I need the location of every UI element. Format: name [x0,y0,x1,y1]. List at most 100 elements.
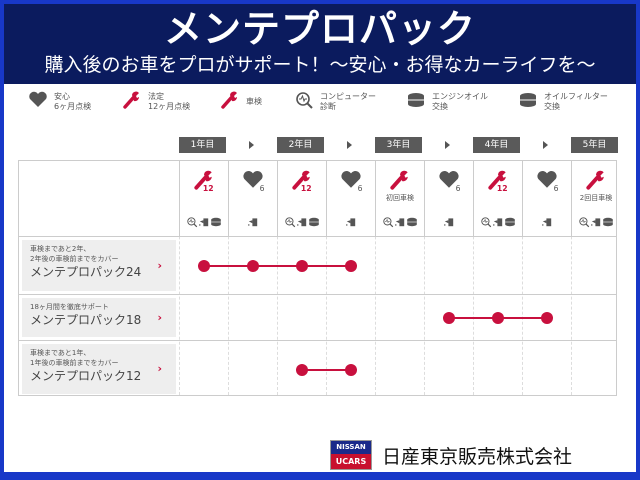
sub-icons [523,213,571,232]
svg-text:12: 12 [301,184,312,191]
oil-icon [394,213,406,232]
svg-text:6: 6 [456,184,460,191]
column-header: 12 [277,161,326,236]
year-label: 2年目 [277,137,324,153]
pack-row[interactable]: 車検まであと1年、 1年後の車検前までをカバー メンテプロパック12 › [19,340,616,397]
pack-row[interactable]: 車検まであと2年、 2年後の車検前までをカバー メンテプロパック24 › [19,236,616,294]
wrench-icon [220,90,240,113]
column-caption [180,193,228,205]
column-header: 2回目車検 [571,161,620,236]
wrench-12-icon: 12 [180,169,228,193]
legend-item: コンピューター 診断 [294,90,376,113]
coverage-dot [295,363,308,376]
company-name: 日産東京販売株式会社 [382,445,573,468]
chevron-right-icon[interactable]: › [157,310,162,324]
oil-icon [492,213,504,232]
legend-label: オイルフィルター 交換 [544,92,608,112]
coverage-line [301,368,351,371]
legend-line2: 12ヶ月点検 [148,101,191,111]
diagnosis-icon [480,213,492,232]
chevron-right-icon[interactable]: › [157,258,162,272]
legend-line1: コンピューター [320,91,376,101]
coverage-dot [491,312,504,324]
oil-icon [590,213,602,232]
column-header: 12 [179,161,228,236]
pack-label-button[interactable]: 車検まであと1年、 1年後の車検前までをカバー メンテプロパック12 › [22,344,176,394]
filter-icon [308,213,320,232]
wrench-12-icon: 12 [474,169,522,193]
legend-line1: 車検 [246,96,262,106]
header: メンテプロパック 購入後のお車をプロがサポート！～安心・お得なカーライフを～ [4,4,636,84]
svg-text:6: 6 [358,184,362,191]
svg-text:12: 12 [497,184,508,191]
legend-line2: 交換 [432,101,448,111]
column-header: 6 [228,161,277,236]
legend-line2: 診断 [320,101,336,111]
filter-icon [406,213,418,232]
coverage-dot [295,260,308,272]
legend-label: 法定 12ヶ月点検 [148,92,190,112]
column-divider [326,161,327,395]
pack-description: 車検まであと2年、 [30,245,91,253]
logo-top: NISSAN [331,441,371,454]
arrow-right-icon [249,141,254,149]
heart-6-icon: 6 [425,169,473,193]
filter-icon [602,213,614,232]
coverage-dot [344,260,357,272]
legend-line1: エンジンオイル [432,91,488,101]
coverage-line [203,265,351,267]
sub-icons [425,213,473,232]
year-label: 1年目 [179,137,226,153]
sub-icons [376,213,424,232]
pack-label-button[interactable]: 18ヶ月間を徹底サポート メンテプロパック18 › [22,298,176,337]
column-divider [522,161,523,395]
column-caption [229,193,277,205]
oil-icon [443,213,455,232]
legend-label: コンピューター 診断 [320,92,376,112]
coverage-dot [540,312,553,324]
legend-line1: オイルフィルター [544,91,608,101]
diagnosis-icon [382,213,394,232]
column-divider [424,161,425,395]
pack-name: メンテプロパック24 [30,265,142,279]
oil-icon [247,213,259,232]
sub-icons [180,213,228,232]
column-header: 12 [473,161,522,236]
heart-6-icon: 6 [523,169,571,193]
legend-label: エンジンオイル 交換 [432,92,488,112]
coverage-dot [197,260,210,272]
arrow-right-icon [543,141,548,149]
sub-icons [278,213,326,232]
coverage-dot [442,312,455,324]
engine-oil-icon [406,90,426,113]
chevron-right-icon[interactable]: › [157,362,162,375]
filter-icon [210,213,222,232]
pack-row[interactable]: 18ヶ月間を徹底サポート メンテプロパック18 › [19,294,616,340]
oil-icon [345,213,357,232]
page-subtitle: 購入後のお車をプロがサポート！～安心・お得なカーライフを～ [44,54,596,76]
legend-line2: 6ヶ月点検 [54,101,92,111]
year-label: 4年目 [473,137,520,153]
svg-text:6: 6 [554,184,558,191]
legend-item: 法定 12ヶ月点検 [122,90,190,113]
column-header: 6 [522,161,571,236]
svg-text:12: 12 [203,184,214,191]
column-caption [278,193,326,205]
pack-description: 18ヶ月間を徹底サポート [30,303,109,311]
oil-icon [296,213,308,232]
pack-label-button[interactable]: 車検まであと2年、 2年後の車検前までをカバー メンテプロパック24 › [22,240,176,291]
computer-diagnosis-icon [294,90,314,113]
pack-description: 車検まであと1年、 [30,349,91,357]
legend-line1: 法定 [148,91,164,101]
column-caption: 2回目車検 [579,194,613,202]
column-caption [327,193,375,205]
column-caption [474,193,522,205]
coverage-dot [344,363,357,376]
sub-icons [572,213,620,232]
column-header: 6 [326,161,375,236]
page-title: メンテプロパック [163,7,476,51]
oil-icon [541,213,553,232]
sub-icons [327,213,375,232]
column-divider [277,161,278,395]
column-divider [571,161,572,395]
